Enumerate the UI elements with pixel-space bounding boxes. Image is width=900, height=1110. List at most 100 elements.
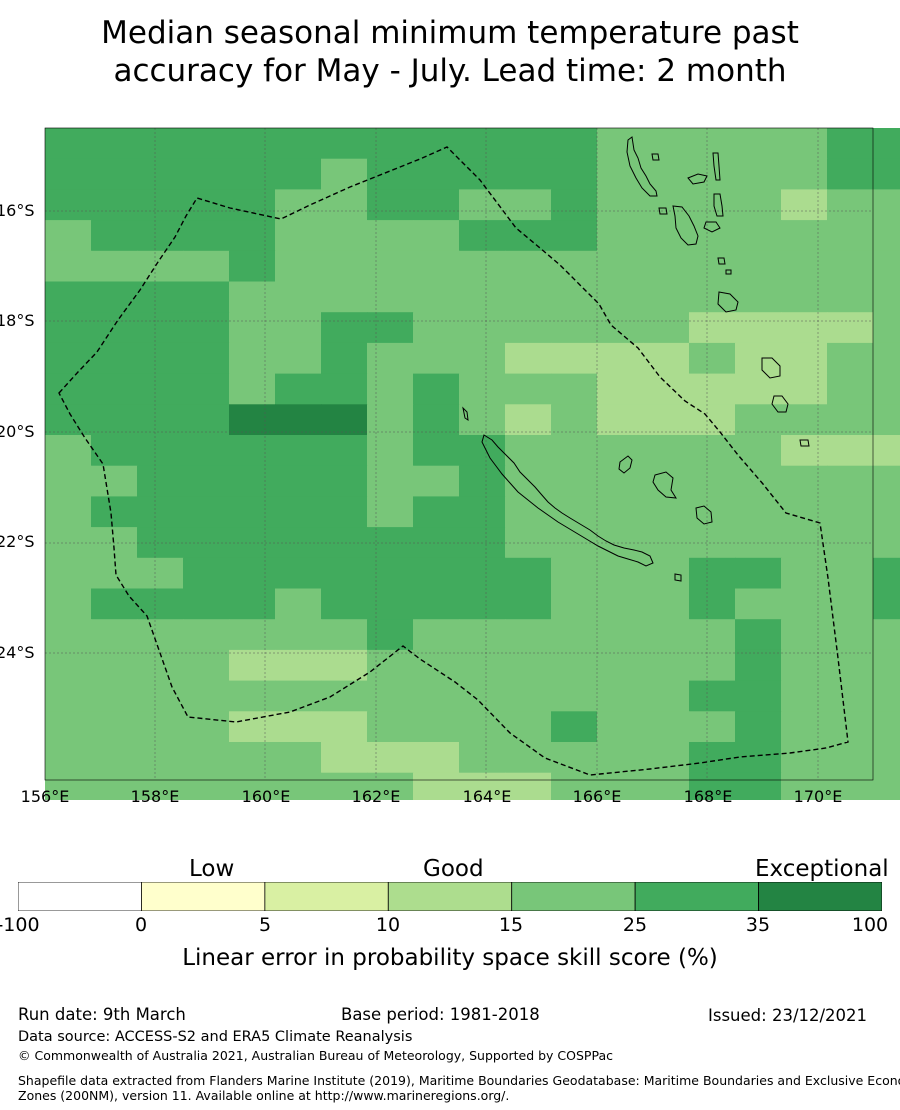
grid-cell bbox=[597, 435, 644, 467]
grid-cell bbox=[827, 711, 874, 743]
colorbar-segment bbox=[387, 882, 513, 911]
colorbar-tick-100: 100 bbox=[851, 914, 889, 936]
grid-cell bbox=[413, 742, 460, 774]
grid-cell bbox=[91, 557, 138, 590]
grid-cell bbox=[643, 619, 690, 651]
issued-date: Issued: 23/12/2021 bbox=[708, 1006, 868, 1025]
grid-cell bbox=[321, 680, 368, 712]
grid-cell bbox=[689, 711, 736, 743]
grid-cell bbox=[229, 742, 276, 774]
grid-cell bbox=[137, 680, 184, 712]
grid-cell bbox=[827, 404, 874, 436]
grid-cell bbox=[551, 680, 598, 712]
grid-cell bbox=[183, 680, 230, 712]
lon-tick-160e: 160°E bbox=[241, 787, 291, 806]
map-frame bbox=[44, 127, 874, 781]
grid-cell bbox=[321, 742, 368, 774]
colorbar-segment bbox=[141, 882, 266, 911]
grid-cell bbox=[91, 496, 138, 528]
grid-cell bbox=[597, 373, 644, 405]
grid-cell bbox=[91, 189, 138, 221]
grid-cell bbox=[781, 342, 828, 375]
grid-cell bbox=[781, 649, 828, 682]
grid-cell bbox=[597, 527, 644, 559]
grid-cell bbox=[229, 496, 276, 528]
grid-cell bbox=[689, 128, 736, 160]
grid-cell bbox=[183, 557, 230, 590]
grid-cell bbox=[321, 404, 368, 436]
grid-cell bbox=[367, 619, 414, 651]
grid-cell bbox=[413, 312, 460, 344]
grid-cell bbox=[367, 496, 414, 528]
grid-cell bbox=[229, 619, 276, 651]
shapefile-credit-line-1: Shapefile data extracted from Flanders M… bbox=[18, 1073, 900, 1088]
grid-cell bbox=[597, 772, 644, 800]
grid-cell bbox=[827, 373, 874, 405]
grid-cell bbox=[45, 772, 92, 800]
grid-cell bbox=[459, 404, 506, 436]
grid-cell bbox=[229, 342, 276, 375]
grid-cell bbox=[321, 281, 368, 313]
grid-cell bbox=[643, 250, 690, 283]
grid-cell bbox=[413, 128, 460, 160]
grid-cell bbox=[597, 404, 644, 436]
grid-cell bbox=[735, 772, 782, 800]
lon-tick-170e: 170°E bbox=[793, 787, 843, 806]
grid-cell bbox=[229, 588, 276, 620]
grid-cell bbox=[137, 342, 184, 375]
grid-cell bbox=[873, 527, 900, 559]
grid-cell bbox=[689, 342, 736, 375]
grid-cell bbox=[413, 404, 460, 436]
grid-cell bbox=[137, 742, 184, 774]
grid-cell bbox=[413, 649, 460, 682]
grid-cell bbox=[229, 312, 276, 344]
grid-cell bbox=[643, 772, 690, 800]
grid-cell bbox=[781, 527, 828, 559]
grid-cell bbox=[827, 557, 874, 590]
lon-tick-162e: 162°E bbox=[351, 787, 401, 806]
grid-cell bbox=[827, 435, 874, 467]
grid-cell bbox=[413, 158, 460, 190]
grid-cell bbox=[735, 557, 782, 590]
colorbar bbox=[18, 882, 882, 911]
grid-cell bbox=[505, 281, 552, 313]
grid-cell bbox=[459, 588, 506, 620]
grid-cell bbox=[689, 465, 736, 497]
grid-cell bbox=[505, 342, 552, 375]
grid-cell bbox=[873, 435, 900, 467]
grid-cell bbox=[689, 189, 736, 221]
grid-cell bbox=[459, 128, 506, 160]
grid-cell bbox=[183, 711, 230, 743]
grid-cell bbox=[45, 680, 92, 712]
grid-cell bbox=[551, 128, 598, 160]
copyright: © Commonwealth of Australia 2021, Austra… bbox=[18, 1048, 613, 1063]
grid-cell bbox=[505, 557, 552, 590]
grid-cell bbox=[551, 496, 598, 528]
grid-cell bbox=[45, 557, 92, 590]
lat-tick-24s: 24°S bbox=[0, 643, 35, 662]
grid-cell bbox=[367, 250, 414, 283]
grid-cell bbox=[505, 772, 552, 800]
coastline-loyalty-islands-1 bbox=[618, 455, 633, 474]
grid-cell bbox=[827, 281, 874, 313]
grid-cell bbox=[367, 680, 414, 712]
grid-cell bbox=[45, 342, 92, 375]
colorbar-title: Linear error in probability space skill … bbox=[182, 945, 718, 971]
grid-cell bbox=[781, 312, 828, 344]
lon-tick-168e: 168°E bbox=[683, 787, 733, 806]
grid-cell bbox=[643, 435, 690, 467]
grid-cell bbox=[551, 220, 598, 252]
grid-cell bbox=[551, 557, 598, 590]
grid-cell bbox=[597, 158, 644, 190]
coastline-vanuatu-erromango bbox=[761, 357, 781, 379]
grid-cell bbox=[367, 711, 414, 743]
grid-cell bbox=[597, 312, 644, 344]
grid-cell bbox=[643, 158, 690, 190]
grid-cell bbox=[229, 649, 276, 682]
colorbar-category-good: Good bbox=[423, 856, 484, 882]
grid-cell bbox=[551, 281, 598, 313]
grid-cell bbox=[137, 496, 184, 528]
grid-cell bbox=[45, 312, 92, 344]
grid-cell bbox=[689, 281, 736, 313]
grid-cell bbox=[413, 281, 460, 313]
